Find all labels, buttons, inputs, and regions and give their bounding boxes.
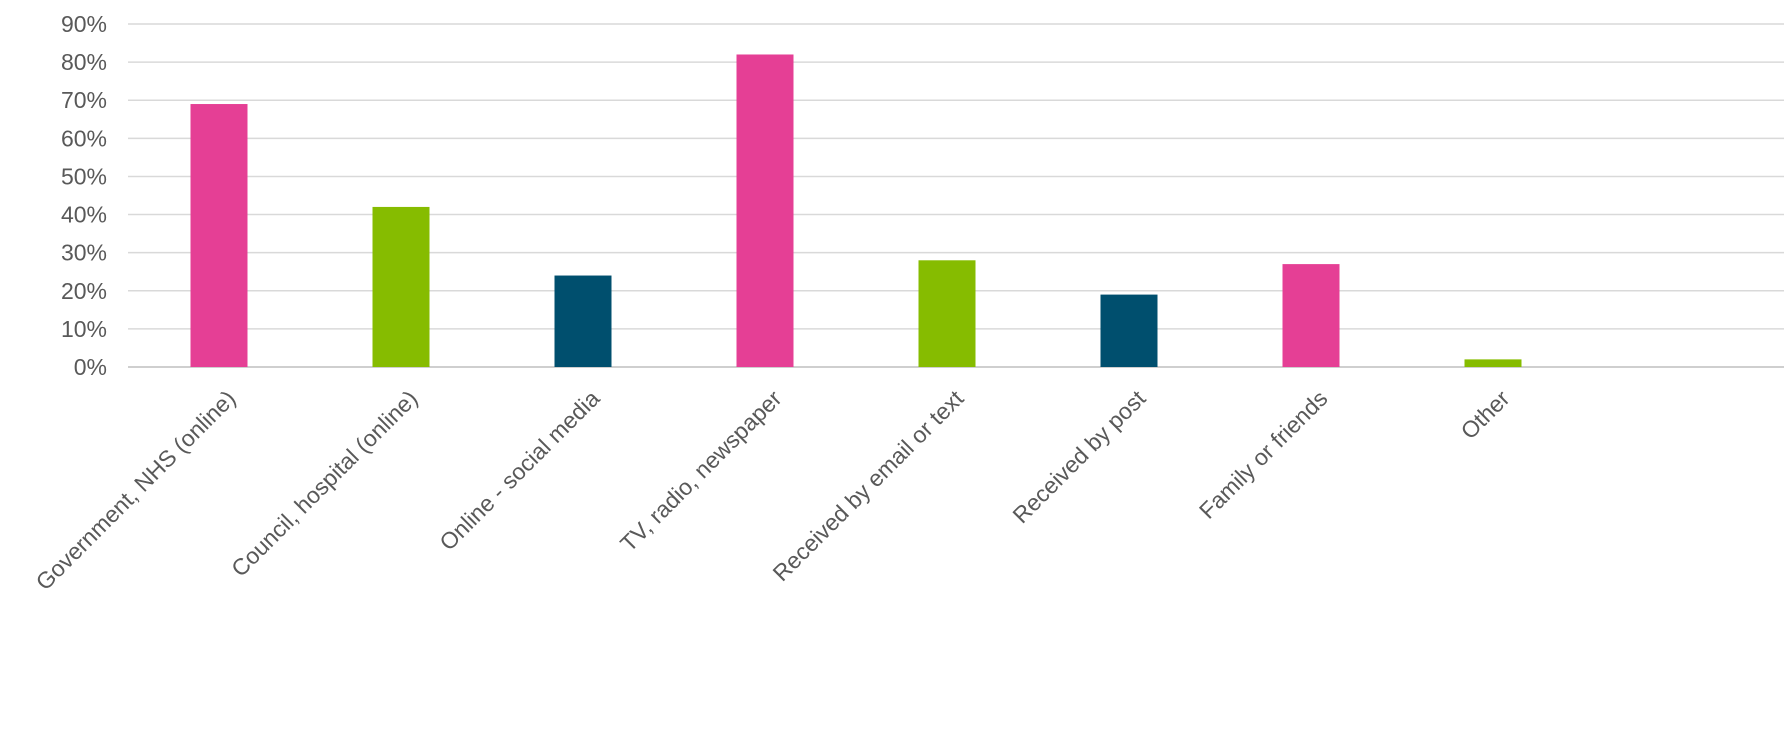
- x-category-label: Received by email or text: [768, 385, 969, 586]
- bar: [554, 275, 612, 367]
- bar: [736, 54, 794, 367]
- y-tick-label: 20%: [61, 278, 107, 304]
- x-category-label: Online - social media: [434, 385, 604, 555]
- bar: [1100, 294, 1158, 367]
- bar: [918, 260, 976, 367]
- bar: [190, 104, 248, 368]
- y-tick-label: 30%: [61, 240, 107, 266]
- y-tick-label: 50%: [61, 163, 107, 189]
- x-category-label: Government, NHS (online): [31, 385, 241, 595]
- y-tick-label: 80%: [61, 49, 107, 75]
- bar: [372, 206, 430, 367]
- x-category-label: TV, radio, newspaper: [615, 385, 787, 557]
- y-tick-label: 90%: [61, 11, 107, 37]
- x-category-label: Other: [1455, 385, 1514, 444]
- bar: [1464, 359, 1522, 367]
- x-category-label: Received by post: [1007, 385, 1151, 529]
- y-tick-label: 0%: [74, 354, 107, 380]
- y-tick-label: 40%: [61, 202, 107, 228]
- x-axis-category-labels: Government, NHS (online)Council, hospita…: [31, 385, 1515, 595]
- x-category-label: Family or friends: [1194, 385, 1333, 524]
- bars: [190, 54, 1522, 368]
- y-axis-ticks: 0% 10% 20% 30% 40% 50% 60% 70% 80% 90%: [61, 11, 107, 380]
- y-tick-label: 10%: [61, 316, 107, 342]
- x-category-label: Council, hospital (online): [226, 385, 422, 581]
- y-tick-label: 60%: [61, 125, 107, 151]
- bar: [1282, 264, 1340, 367]
- y-tick-label: 70%: [61, 87, 107, 113]
